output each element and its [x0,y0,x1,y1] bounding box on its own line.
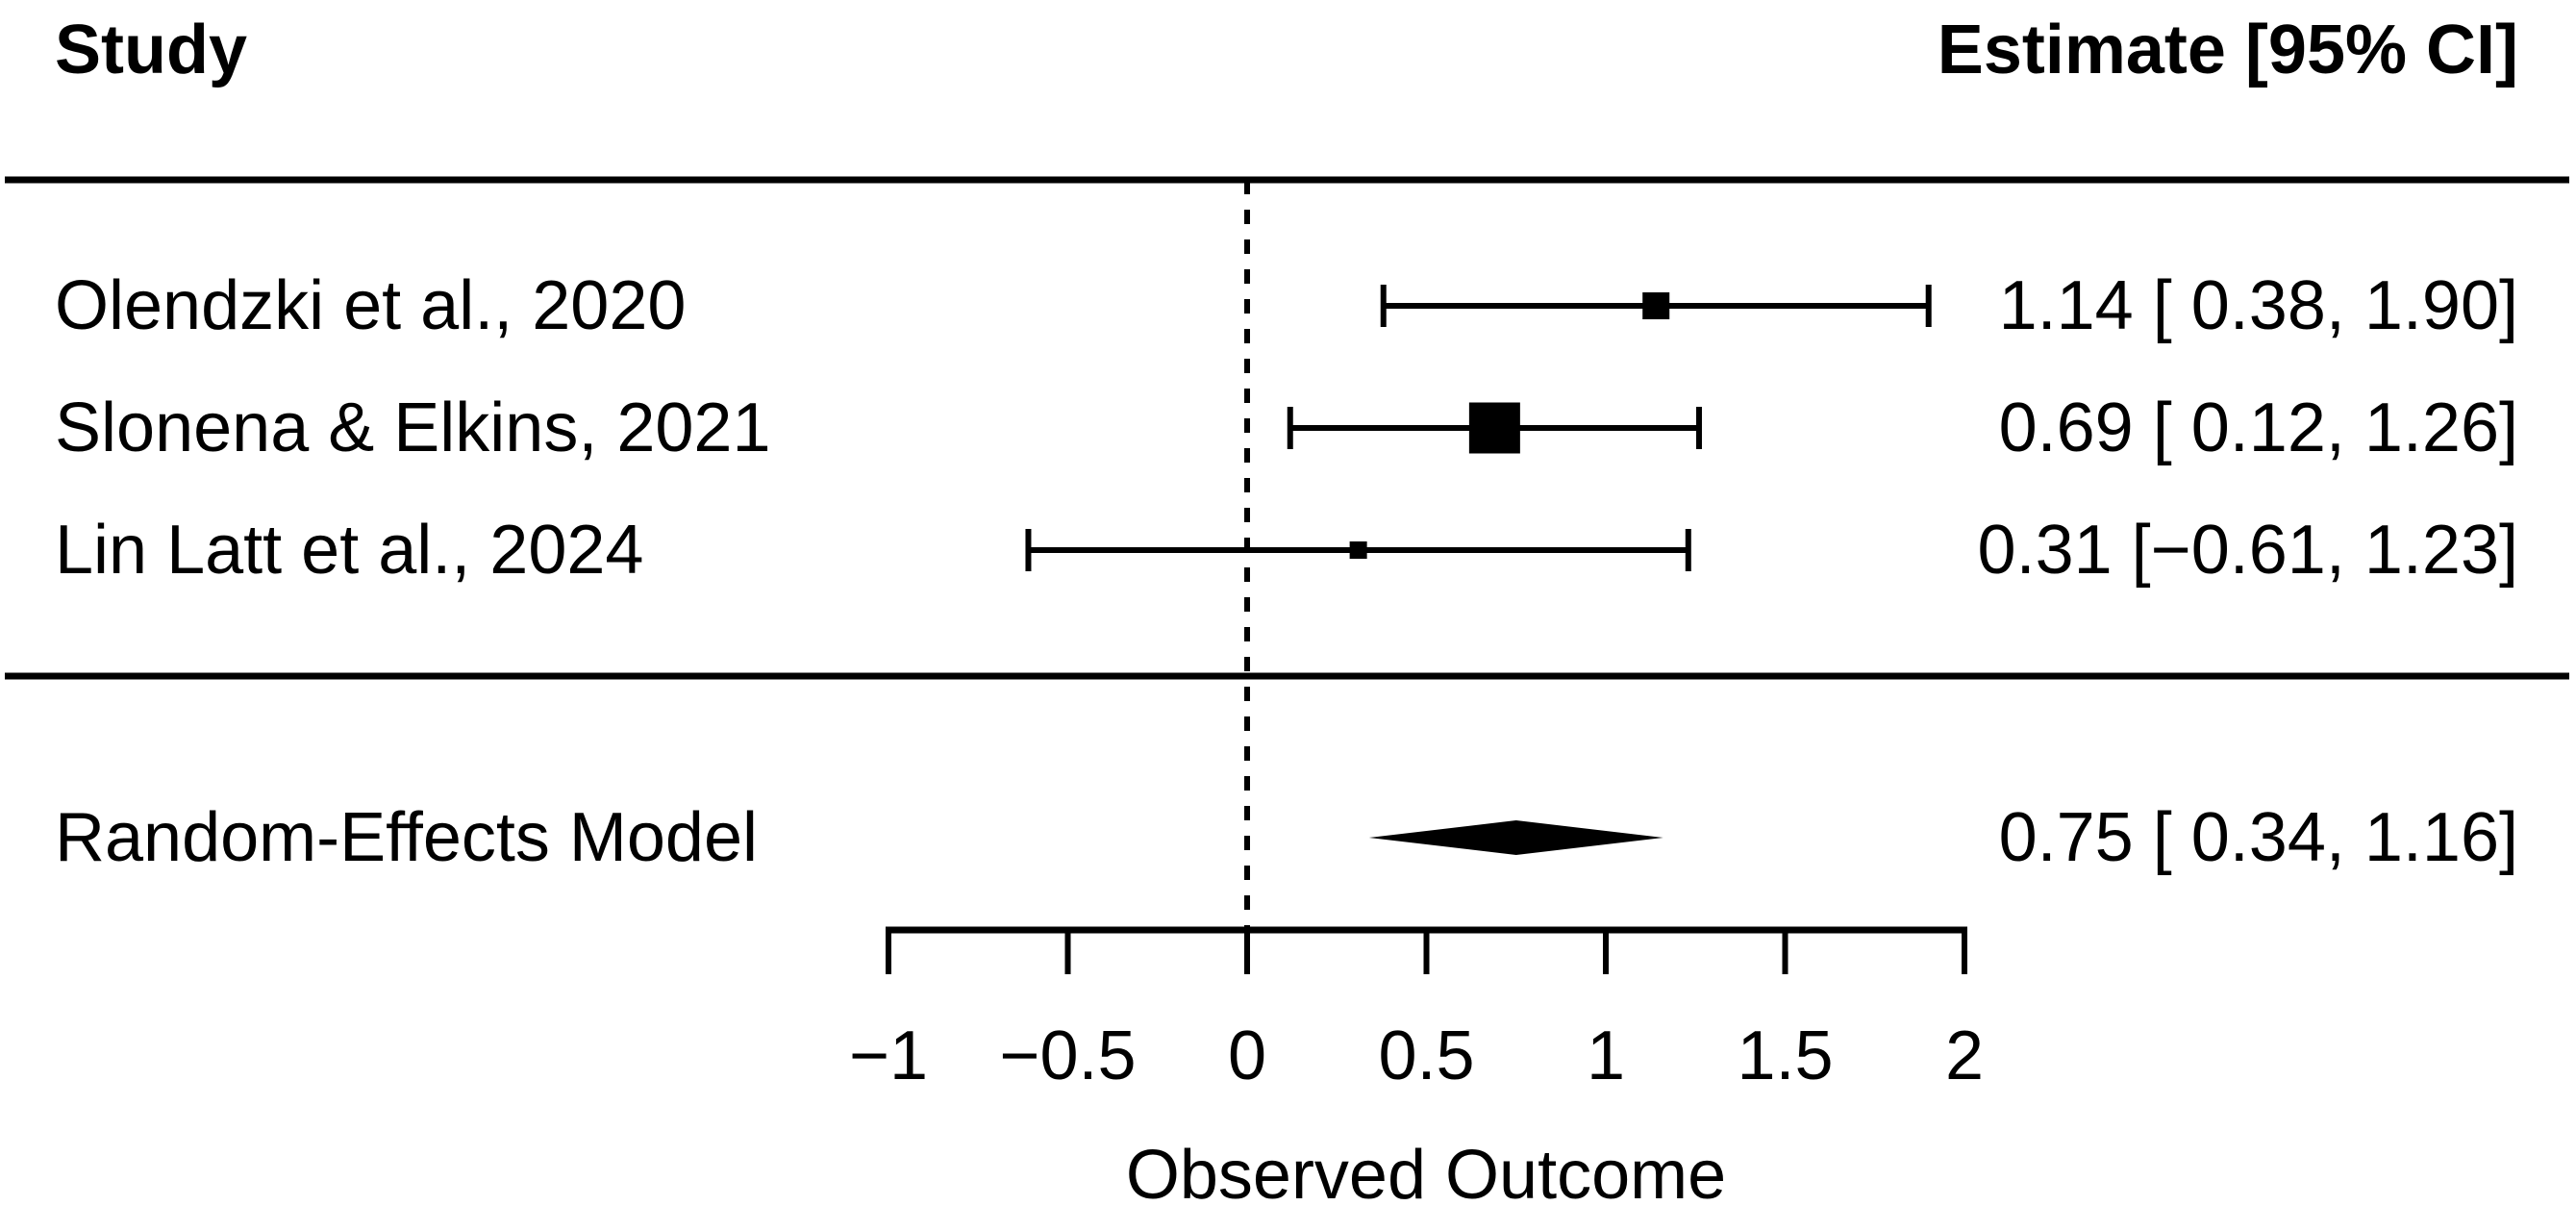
estimate-square [1349,541,1367,559]
x-axis-title: Observed Outcome [1125,1137,1727,1214]
x-axis-tick-label: 0.5 [1378,1017,1475,1094]
x-axis-tick-label: 1 [1586,1017,1626,1094]
summary-estimate-value: 0.75 [ 0.34, 1.16] [1998,799,2518,876]
study-label: Slonena & Elkins, 2021 [55,389,771,466]
x-axis-tick-label: 0 [1227,1017,1267,1094]
summary-diamond [1368,820,1663,855]
study-label: Lin Latt et al., 2024 [55,512,644,589]
study-column-header: Study [55,12,248,88]
estimate-square [1468,402,1520,454]
x-axis-tick-label: 1.5 [1737,1017,1834,1094]
estimate-square [1642,292,1670,319]
estimate-column-header: Estimate [95% CI] [1937,12,2518,88]
x-axis-tick-label: −1 [848,1017,929,1094]
study-estimate-value: 1.14 [ 0.38, 1.90] [1998,267,2518,344]
x-axis-tick-label: −0.5 [999,1017,1137,1094]
study-label: Olendzki et al., 2020 [55,267,687,344]
x-axis-tick-label: 2 [1944,1017,1985,1094]
summary-model-label: Random-Effects Model [55,799,759,876]
study-estimate-value: 0.31 [−0.61, 1.23] [1977,512,2518,589]
study-estimate-value: 0.69 [ 0.12, 1.26] [1998,389,2518,466]
